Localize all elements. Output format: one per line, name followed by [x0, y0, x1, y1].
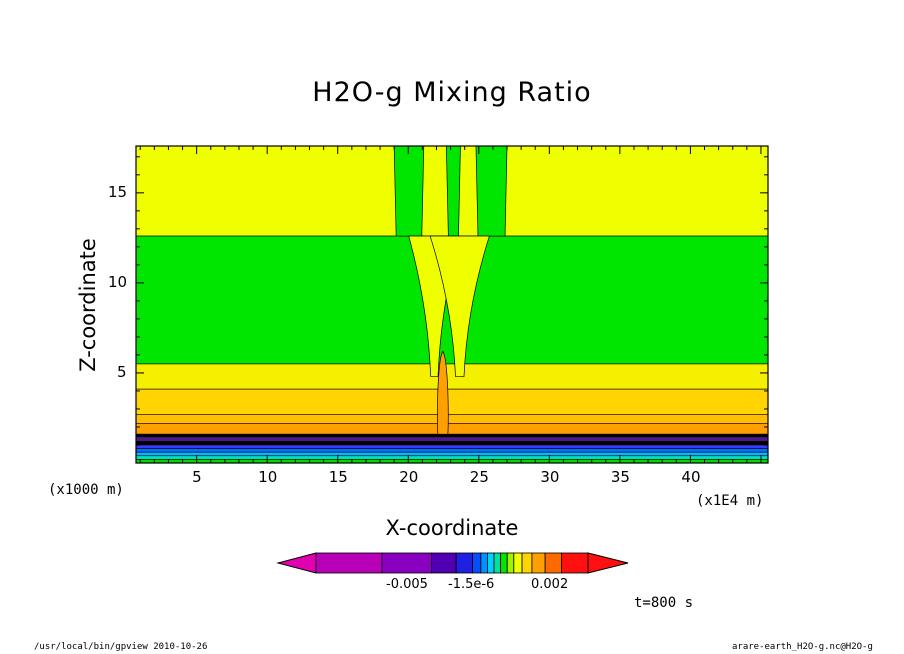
contour-band-9 — [135, 444, 769, 449]
yellow-plume-right-arm — [429, 235, 490, 377]
plot-frame — [135, 145, 769, 464]
y-axis-label: Z-coordinate — [76, 238, 100, 372]
colorbar-tick-label: 0.002 — [531, 577, 569, 592]
colorbar-tick-label: -0.005 — [386, 577, 428, 592]
chart-title: H2O-g Mixing Ratio — [312, 77, 592, 108]
axis-ticks — [136, 146, 768, 463]
contour-band-2 — [135, 363, 769, 390]
contour-band-5 — [135, 423, 769, 435]
colorbar-swatch — [513, 552, 523, 574]
contour-band-4 — [135, 414, 769, 424]
colorbar-swatch — [315, 552, 383, 574]
y-tick-label: 15 — [108, 182, 128, 201]
orange-updraft-core — [437, 350, 449, 435]
x-tick-label: 25 — [469, 468, 489, 486]
plume-features — [393, 145, 508, 435]
x-tick-label: 40 — [681, 468, 701, 486]
contour-band-12 — [135, 455, 769, 460]
colorbar-swatch — [493, 552, 502, 574]
x-tick-label: 35 — [610, 468, 630, 486]
contour-band-10 — [135, 448, 769, 453]
contour-band-3 — [135, 388, 769, 415]
colorbar-swatch — [500, 552, 508, 574]
colorbar — [276, 552, 629, 574]
x-tick-label: 5 — [192, 468, 202, 486]
colorbar-swatch — [430, 552, 457, 574]
x-axis-label: X-coordinate — [385, 516, 519, 540]
y-tick-label: 5 — [117, 362, 127, 381]
colorbar-swatch — [506, 552, 515, 574]
green-column-left — [393, 145, 425, 237]
x-unit-label: (x1000 m) — [48, 482, 124, 498]
footer-file-name: arare-earth_H2O-g.nc@H2O-g — [732, 642, 873, 652]
x-scale-label: (x1E4 m) — [696, 493, 764, 509]
y-tick-label: 10 — [108, 272, 128, 291]
colorbar-swatch — [521, 552, 533, 574]
contour-band-7 — [135, 436, 769, 442]
x-tick-label: 15 — [328, 468, 348, 486]
x-tick-label: 20 — [399, 468, 419, 486]
colorbar-tick-label: -1.5e-6 — [448, 577, 495, 592]
contour-band-11 — [135, 451, 769, 457]
colorbar-swatch — [561, 552, 589, 574]
colorbar-swatch — [381, 552, 432, 574]
green-column-right — [475, 145, 508, 237]
colorbar-swatch — [531, 552, 546, 574]
footer-program-path: /usr/local/bin/gpview 2010-10-26 — [34, 642, 208, 652]
colorbar-swatch — [480, 552, 488, 574]
contour-band-6 — [135, 433, 769, 438]
time-label: t=800 s — [634, 595, 694, 611]
colorbar-swatch — [544, 552, 563, 574]
green-column-core — [445, 145, 461, 237]
contour-band-8 — [135, 441, 769, 446]
colorbar-swatch — [472, 552, 482, 574]
x-tick-label: 10 — [258, 468, 278, 486]
x-tick-label: 30 — [540, 468, 560, 486]
colorbar-swatch-over — [587, 552, 629, 574]
colorbar-swatch — [455, 552, 474, 574]
colorbar-swatch-under — [276, 552, 317, 574]
colorbar-swatch — [487, 552, 495, 574]
